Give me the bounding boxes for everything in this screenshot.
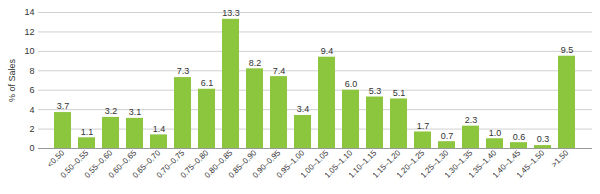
svg-text:0.65–0.70: 0.65–0.70	[130, 148, 163, 180]
svg-text:7.4: 7.4	[273, 65, 286, 75]
svg-text:1.05–1.10: 1.05–1.10	[322, 148, 355, 180]
svg-text:9.4: 9.4	[321, 46, 334, 56]
svg-text:1.4: 1.4	[153, 124, 166, 134]
svg-text:0.80–0.85: 0.80–0.85	[202, 148, 235, 180]
svg-text:<0.50: <0.50	[46, 148, 67, 169]
svg-text:8: 8	[29, 66, 34, 76]
svg-text:12: 12	[24, 27, 34, 37]
svg-text:% of Sales: % of Sales	[7, 58, 17, 102]
svg-text:3.2: 3.2	[105, 106, 118, 116]
svg-text:1.7: 1.7	[417, 121, 430, 131]
svg-text:1.10–1.15: 1.10–1.15	[346, 148, 379, 180]
svg-text:1.25–1.30: 1.25–1.30	[418, 148, 451, 180]
svg-text:2.3: 2.3	[465, 115, 478, 125]
svg-text:3.1: 3.1	[129, 107, 142, 117]
svg-text:8.2: 8.2	[249, 58, 262, 68]
svg-text:0.90–0.95: 0.90–0.95	[250, 148, 283, 180]
svg-text:2: 2	[29, 124, 34, 134]
svg-text:0.6: 0.6	[513, 132, 526, 142]
svg-text:14: 14	[24, 7, 34, 17]
svg-text:0.95–1.00: 0.95–1.00	[274, 148, 307, 180]
svg-text:1.0: 1.0	[489, 128, 502, 138]
svg-text:1.00–1.05: 1.00–1.05	[298, 148, 331, 180]
svg-text:5.3: 5.3	[369, 86, 382, 96]
svg-text:0.60–0.65: 0.60–0.65	[106, 148, 139, 180]
svg-text:1.40–1.45: 1.40–1.45	[490, 148, 523, 180]
svg-text:1.30–1.35: 1.30–1.35	[442, 148, 475, 180]
svg-text:13.3: 13.3	[222, 8, 240, 18]
svg-text:1.20–1.25: 1.20–1.25	[394, 148, 427, 180]
svg-text:0: 0	[29, 143, 34, 153]
svg-text:0.70–0.75: 0.70–0.75	[154, 148, 187, 180]
svg-text:0.50–0.55: 0.50–0.55	[58, 148, 91, 180]
svg-text:9.5: 9.5	[561, 45, 574, 55]
svg-text:0.7: 0.7	[441, 131, 454, 141]
svg-text:4: 4	[29, 105, 34, 115]
svg-text:0.55–0.60: 0.55–0.60	[82, 148, 115, 180]
svg-text:1.15–1.20: 1.15–1.20	[370, 148, 403, 180]
svg-text:1.35–1.40: 1.35–1.40	[466, 148, 499, 180]
svg-text:3.4: 3.4	[297, 104, 310, 114]
svg-text:10: 10	[24, 46, 34, 56]
svg-text:0.3: 0.3	[537, 134, 550, 144]
svg-text:7.3: 7.3	[177, 66, 190, 76]
svg-text:1.45–1.50: 1.45–1.50	[515, 148, 547, 180]
svg-text:6.1: 6.1	[201, 78, 214, 88]
svg-text:1.1: 1.1	[81, 127, 94, 137]
svg-text:6: 6	[29, 85, 34, 95]
svg-text:6.0: 6.0	[345, 79, 358, 89]
svg-text:0.75–0.80: 0.75–0.80	[178, 148, 211, 180]
svg-text:>1.50: >1.50	[550, 148, 571, 169]
svg-text:5.1: 5.1	[393, 88, 406, 98]
svg-text:3.7: 3.7	[57, 101, 70, 111]
svg-text:0.85–0.90: 0.85–0.90	[226, 148, 259, 180]
